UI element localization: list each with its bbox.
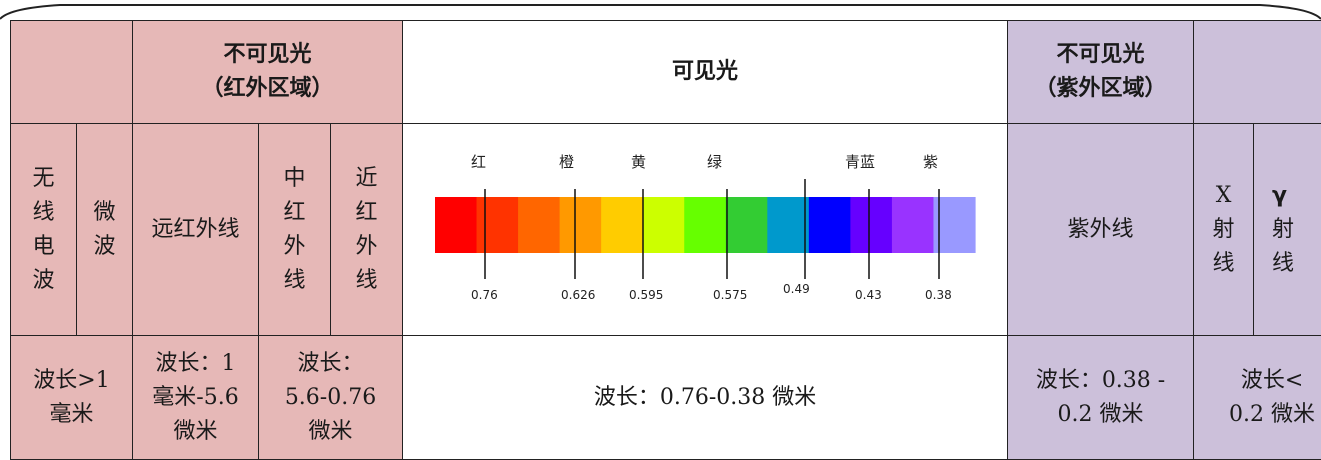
wavelength-tick-label: 0.76: [471, 288, 498, 302]
spectrum-band: [435, 197, 477, 253]
visible-spectrum-cell: 红 橙 黄 绿 青蓝 紫 0.76 0.626 0.595 0.575 0.49 0.43 0.38: [403, 124, 1008, 336]
ultraviolet-cell: 紫外线: [1008, 124, 1194, 336]
infrared-subtitle: （红外区域）: [133, 72, 402, 106]
ultraviolet-title: 不可见光: [1008, 38, 1193, 72]
gamma-cell: γ 射线: [1254, 124, 1321, 336]
wavelength-tick-label: 0.49: [783, 282, 810, 296]
color-name-label: 黄: [631, 153, 646, 171]
spectrum-band: [518, 197, 560, 253]
spectrum-band: [892, 197, 934, 253]
radio-wavelength-line2: 毫米: [11, 398, 132, 432]
xray-label: 射线: [1211, 213, 1235, 281]
color-name-label: 绿: [707, 153, 722, 171]
far-ir-wavelength-line2: 毫米-5.6: [133, 381, 258, 415]
xray-gamma-wavelength: 波长< 0.2 微米: [1194, 336, 1321, 460]
ultraviolet-subtitle: （紫外区域）: [1008, 72, 1193, 106]
far-infrared-cell: 远红外线: [133, 124, 259, 336]
color-name-label: 紫: [923, 153, 938, 171]
radio-wavelength-line1: 波长>1: [11, 364, 132, 398]
uv-wavelength-line2: 0.2 微米: [1008, 398, 1193, 432]
spectrum-band: [809, 197, 851, 253]
microwave-cell: 微波: [77, 124, 133, 336]
xray-cell: X 射线: [1194, 124, 1254, 336]
spectrum-band: [560, 197, 602, 253]
top-brace: [0, 0, 1321, 20]
radio-cell: 无线电波: [11, 124, 77, 336]
wavelength-tick-label: 0.626: [561, 288, 595, 302]
xg-wavelength-line2: 0.2 微米: [1194, 398, 1321, 432]
color-name-label: 青蓝: [845, 153, 875, 171]
header-empty-left: [11, 21, 133, 124]
header-empty-right: [1194, 21, 1321, 124]
wavelength-tick-label: 0.595: [629, 288, 663, 302]
uv-wavelength: 波长：0.38 - 0.2 微米: [1008, 336, 1194, 460]
mid-near-wavelength-line1: 波长：: [259, 347, 402, 381]
wavelength-tick-label: 0.38: [925, 288, 952, 302]
wavelength-row: 波长>1 毫米 波长：1 毫米-5.6 微米 波长： 5.6-0.76 微米 波…: [11, 336, 1321, 460]
wavelength-tick-label: 0.43: [855, 288, 882, 302]
far-ir-wavelength: 波长：1 毫米-5.6 微米: [133, 336, 259, 460]
far-ir-wavelength-line1: 波长：1: [133, 347, 258, 381]
spectrum-band: [850, 197, 892, 253]
mid-infrared-cell: 中红外线: [259, 124, 331, 336]
gamma-prefix: γ: [1272, 179, 1296, 213]
color-name-label: 红: [471, 153, 486, 171]
visible-wavelength: 波长：0.76-0.38 微米: [403, 336, 1008, 460]
spectrum-band: [933, 197, 975, 253]
far-infrared-label: 远红外线: [151, 213, 241, 247]
mid-near-wavelength-line3: 微米: [259, 415, 402, 449]
wavelength-tick-label: 0.575: [713, 288, 747, 302]
color-name-label: 橙: [559, 153, 574, 171]
spectrum-band: [643, 197, 685, 253]
mid-near-wavelength-line2: 5.6-0.76: [259, 381, 402, 415]
spectrum-table: 不可见光 （红外区域） 可见光 不可见光 （紫外区域） 无线电波 微波 远红外线…: [10, 20, 1321, 460]
radio-wavelength: 波长>1 毫米: [11, 336, 133, 460]
header-infrared: 不可见光 （红外区域）: [133, 21, 403, 124]
header-row: 不可见光 （红外区域） 可见光 不可见光 （紫外区域）: [11, 21, 1321, 124]
gamma-label: 射线: [1272, 213, 1296, 281]
far-ir-wavelength-line3: 微米: [133, 415, 258, 449]
uv-wavelength-line1: 波长：0.38 -: [1008, 364, 1193, 398]
near-infrared-cell: 近红外线: [331, 124, 403, 336]
xray-prefix: X: [1194, 179, 1253, 213]
spectrum-band: [767, 197, 809, 253]
header-visible: 可见光: [403, 21, 1008, 124]
mid-infrared-label: 中红外线: [282, 162, 306, 298]
spectrum-band: [726, 197, 768, 253]
xg-wavelength-line1: 波长<: [1194, 364, 1321, 398]
near-infrared-label: 近红外线: [354, 162, 378, 298]
microwave-label: 微波: [92, 196, 116, 264]
visible-spectrum-diagram: 红 橙 黄 绿 青蓝 紫 0.76 0.626 0.595 0.575 0.49 0.43 0.38: [425, 139, 985, 309]
radio-label: 无线电波: [31, 162, 55, 298]
header-ultraviolet: 不可见光 （紫外区域）: [1008, 21, 1194, 124]
mid-near-ir-wavelength: 波长： 5.6-0.76 微米: [259, 336, 403, 460]
spectrum-band: [601, 197, 643, 253]
infrared-title: 不可见光: [133, 38, 402, 72]
spectrum-band: [477, 197, 519, 253]
bands-row: 无线电波 微波 远红外线 中红外线 近红外线 红 橙 黄 绿 青蓝 紫 0.76 0.626…: [11, 124, 1321, 336]
spectrum-band: [684, 197, 726, 253]
